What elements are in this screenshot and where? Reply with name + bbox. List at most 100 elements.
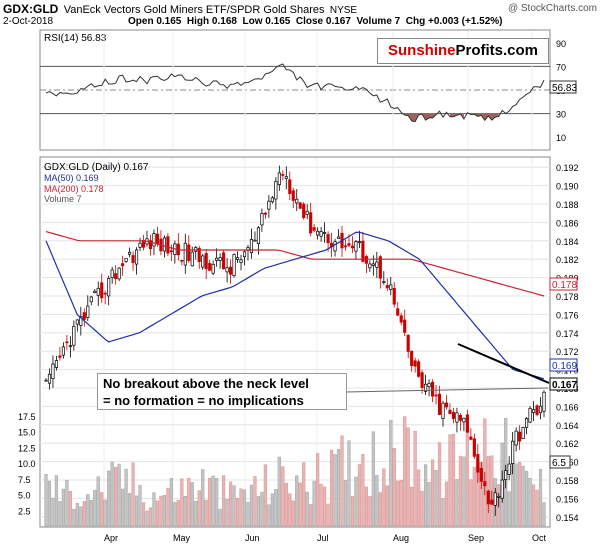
candle-body [86, 305, 90, 318]
price-panel: GDX:GLD (Daily) 0.167 MA(50) 0.169 MA(20… [18, 156, 579, 543]
volume-bar [194, 500, 198, 527]
ma50-badge: 0.169 [552, 361, 577, 372]
volume-tick-label: 2.5 [18, 506, 31, 516]
volume-bar [350, 496, 355, 527]
price-tick-label: 0.154 [556, 513, 579, 523]
candle-body [183, 242, 187, 266]
volume-bar [267, 504, 271, 527]
price-legend: GDX:GLD (Daily) 0.167 MA(50) 0.169 MA(20… [44, 162, 149, 204]
candle-body [479, 468, 483, 482]
candle-body [364, 256, 368, 264]
candle-body [187, 244, 191, 261]
close-badge: 0.167 [552, 380, 577, 391]
candle-body [483, 481, 487, 487]
volume-bar [302, 462, 306, 527]
candle-body [242, 251, 247, 258]
candle-body [500, 479, 504, 499]
volume-bar [72, 509, 76, 527]
volume-bar [336, 449, 341, 527]
candle-body [204, 253, 208, 270]
volume-bar [375, 475, 379, 527]
candle-body [403, 319, 407, 333]
volume-bar [47, 480, 52, 527]
candle-body [538, 405, 543, 414]
price-tick-label: 0.158 [556, 476, 579, 486]
volume-bar [406, 427, 410, 527]
volume-bar [448, 434, 452, 527]
candle-body [385, 285, 389, 289]
volume-bar [274, 489, 278, 527]
volume-bar [465, 427, 469, 527]
candle-body [542, 391, 546, 412]
rsi-tick-label: 10 [556, 133, 566, 143]
candle-body [155, 233, 160, 244]
candle-body [107, 278, 111, 297]
volume-bar [270, 493, 274, 527]
candle-body [309, 212, 313, 234]
volume-bar [434, 469, 438, 527]
volume-bar [542, 502, 546, 527]
volume-bar [256, 496, 261, 527]
candle-body [437, 393, 442, 415]
candle-body [190, 251, 194, 267]
volume-bar [528, 478, 532, 527]
volume-bar [371, 431, 375, 527]
volume-bar [458, 456, 463, 527]
candle-body [490, 499, 494, 505]
volume-bar [75, 503, 79, 527]
candle-body [302, 203, 306, 219]
volume-bar [343, 480, 348, 527]
volume-value: Volume 7 [356, 16, 401, 27]
volume-bar [201, 469, 205, 527]
volume-tick-label: 7.5 [18, 475, 31, 485]
candle-body [229, 266, 233, 275]
candle-body [525, 418, 529, 428]
volume-bar [430, 459, 435, 527]
rsi-oversold-fill [404, 113, 499, 122]
candle-body [396, 308, 400, 316]
resistance-line [457, 343, 550, 384]
candle-body [218, 257, 222, 261]
volume-bar [469, 479, 473, 527]
candle-body [208, 263, 212, 271]
candle-body [225, 267, 229, 273]
volume-bar [399, 479, 403, 527]
volume-bar [277, 456, 281, 527]
close-value: Close 0.167 [295, 16, 351, 27]
candle-body [211, 263, 215, 274]
candle-body [389, 284, 393, 290]
candle-body [128, 251, 132, 255]
candle-body [47, 373, 52, 384]
candle-body [375, 261, 379, 268]
x-tick-label: Apr [104, 533, 118, 543]
volume-bar [291, 500, 295, 527]
candle-body [117, 267, 121, 280]
annotation-line1: No breakout above the neck level [103, 376, 309, 391]
volume-bar [61, 488, 66, 527]
candle-body [68, 345, 72, 348]
volume-bar [93, 490, 97, 527]
close-badge-box [549, 377, 578, 391]
candle-body [312, 227, 316, 231]
volume-bar [319, 483, 323, 527]
volume-bar [361, 454, 365, 527]
stockcharts-logo: @ StockCharts.com [507, 3, 597, 14]
price-tick-label: 0.192 [556, 163, 579, 173]
candle-body [441, 402, 445, 419]
volume-bar [79, 506, 83, 527]
volume-bar [253, 476, 257, 527]
candle-body [222, 252, 226, 270]
candle-body [295, 198, 299, 204]
legend-ma200: MA(200) 0.178 [44, 184, 104, 194]
price-tick-label: 0.166 [556, 402, 579, 412]
rsi-tick-label: 70 [556, 62, 566, 72]
candle-body [343, 245, 348, 248]
candle-body [382, 281, 386, 283]
candle-body [51, 363, 55, 380]
volume-bar [260, 491, 264, 527]
candle-body [476, 454, 480, 473]
volume-bar [54, 475, 59, 527]
candle-body [260, 213, 264, 226]
volume-bar [427, 482, 431, 527]
volume-bar [68, 490, 72, 527]
